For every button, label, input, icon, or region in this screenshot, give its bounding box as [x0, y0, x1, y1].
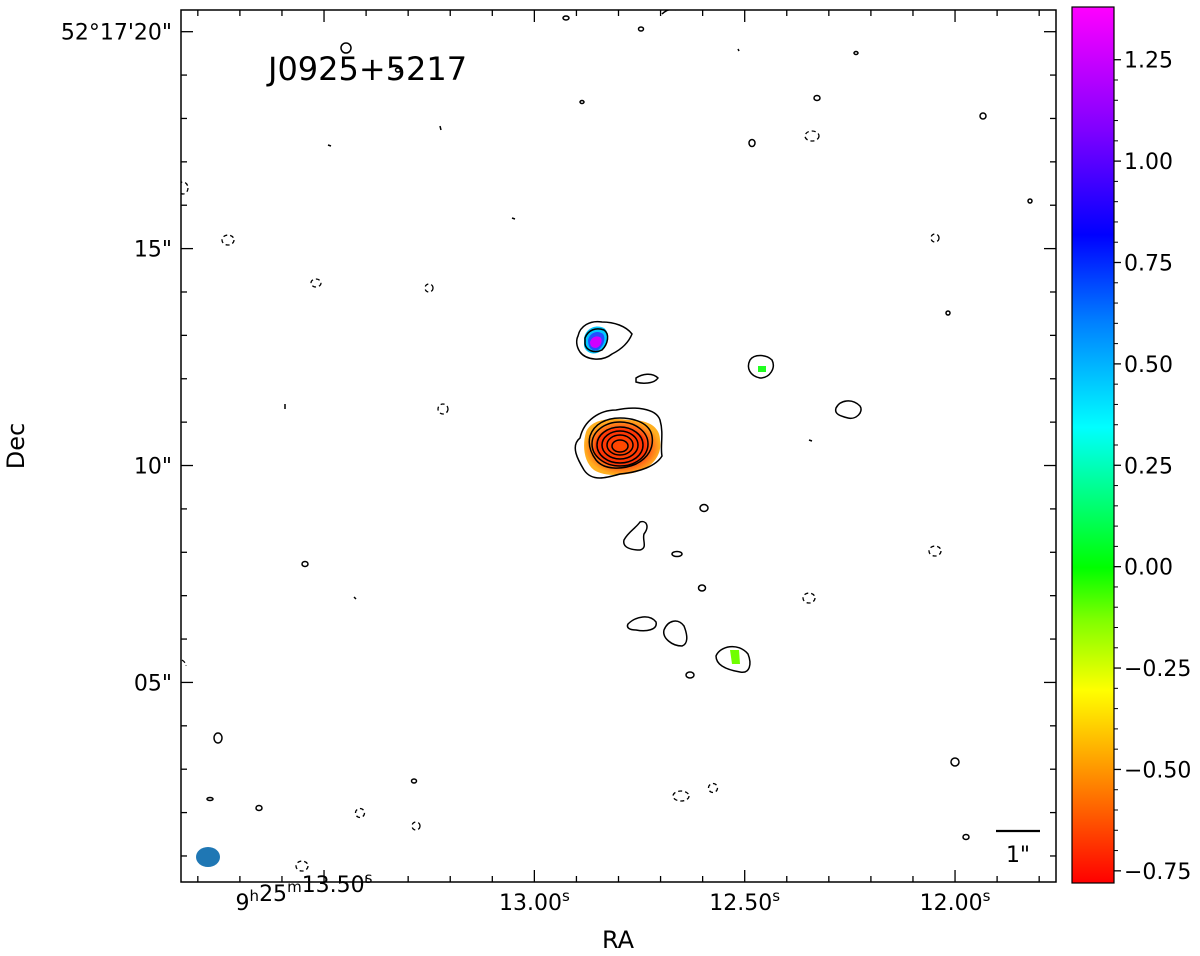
x-tick-label: 12.50s: [709, 887, 780, 916]
x-tick-label: 12.00s: [920, 887, 991, 916]
colorbar-tick-label: 0.75: [1124, 252, 1173, 277]
x-axis-title: RA: [602, 926, 635, 954]
y-tick-label: 10": [134, 455, 172, 480]
colorbar-tick-label: −0.25: [1124, 657, 1191, 682]
colorbar: [1071, 6, 1115, 884]
y-tick-label: 05": [134, 671, 172, 696]
negative-contours: [181, 130, 942, 872]
colorbar-tick-label: 1.00: [1124, 150, 1173, 175]
contour-lines: [206, 10, 1033, 841]
y-tick-label: 52°17'20": [61, 21, 172, 46]
colorbar-tick-label: 1.25: [1124, 49, 1173, 74]
colorbar-tick-label: 0.00: [1124, 556, 1173, 581]
green-spot-east: [758, 366, 766, 372]
colorbar-tick-label: −0.75: [1124, 860, 1191, 885]
colorbar-tick-label: 0.50: [1124, 353, 1173, 378]
scale-bar-label: 1": [1006, 843, 1030, 868]
north-component: [584, 326, 608, 354]
axis-ticks: [181, 10, 1056, 882]
y-tick-labels: 52°17'20" 15" 10" 05": [61, 21, 172, 697]
y-axis-title: Dec: [2, 423, 30, 469]
colorbar-tick-label: 0.25: [1124, 454, 1173, 479]
colorbar-tick-label: −0.50: [1124, 758, 1191, 783]
y-tick-label: 15": [134, 238, 172, 263]
x-tick-label: 9h25m13.50s: [236, 869, 373, 916]
x-tick-label: 13.00s: [499, 887, 570, 916]
green-spot-south: [730, 650, 740, 664]
beam-ellipse: [196, 847, 220, 867]
x-tick-labels: 9h25m13.50s 13.00s 12.50s 12.00s: [236, 869, 991, 916]
colorbar-ticks: 1.25 1.00 0.75 0.50 0.25 0.00 −0.25 −0.50 −0.75: [1114, 49, 1191, 885]
source-label: J0925+5217: [266, 50, 467, 88]
